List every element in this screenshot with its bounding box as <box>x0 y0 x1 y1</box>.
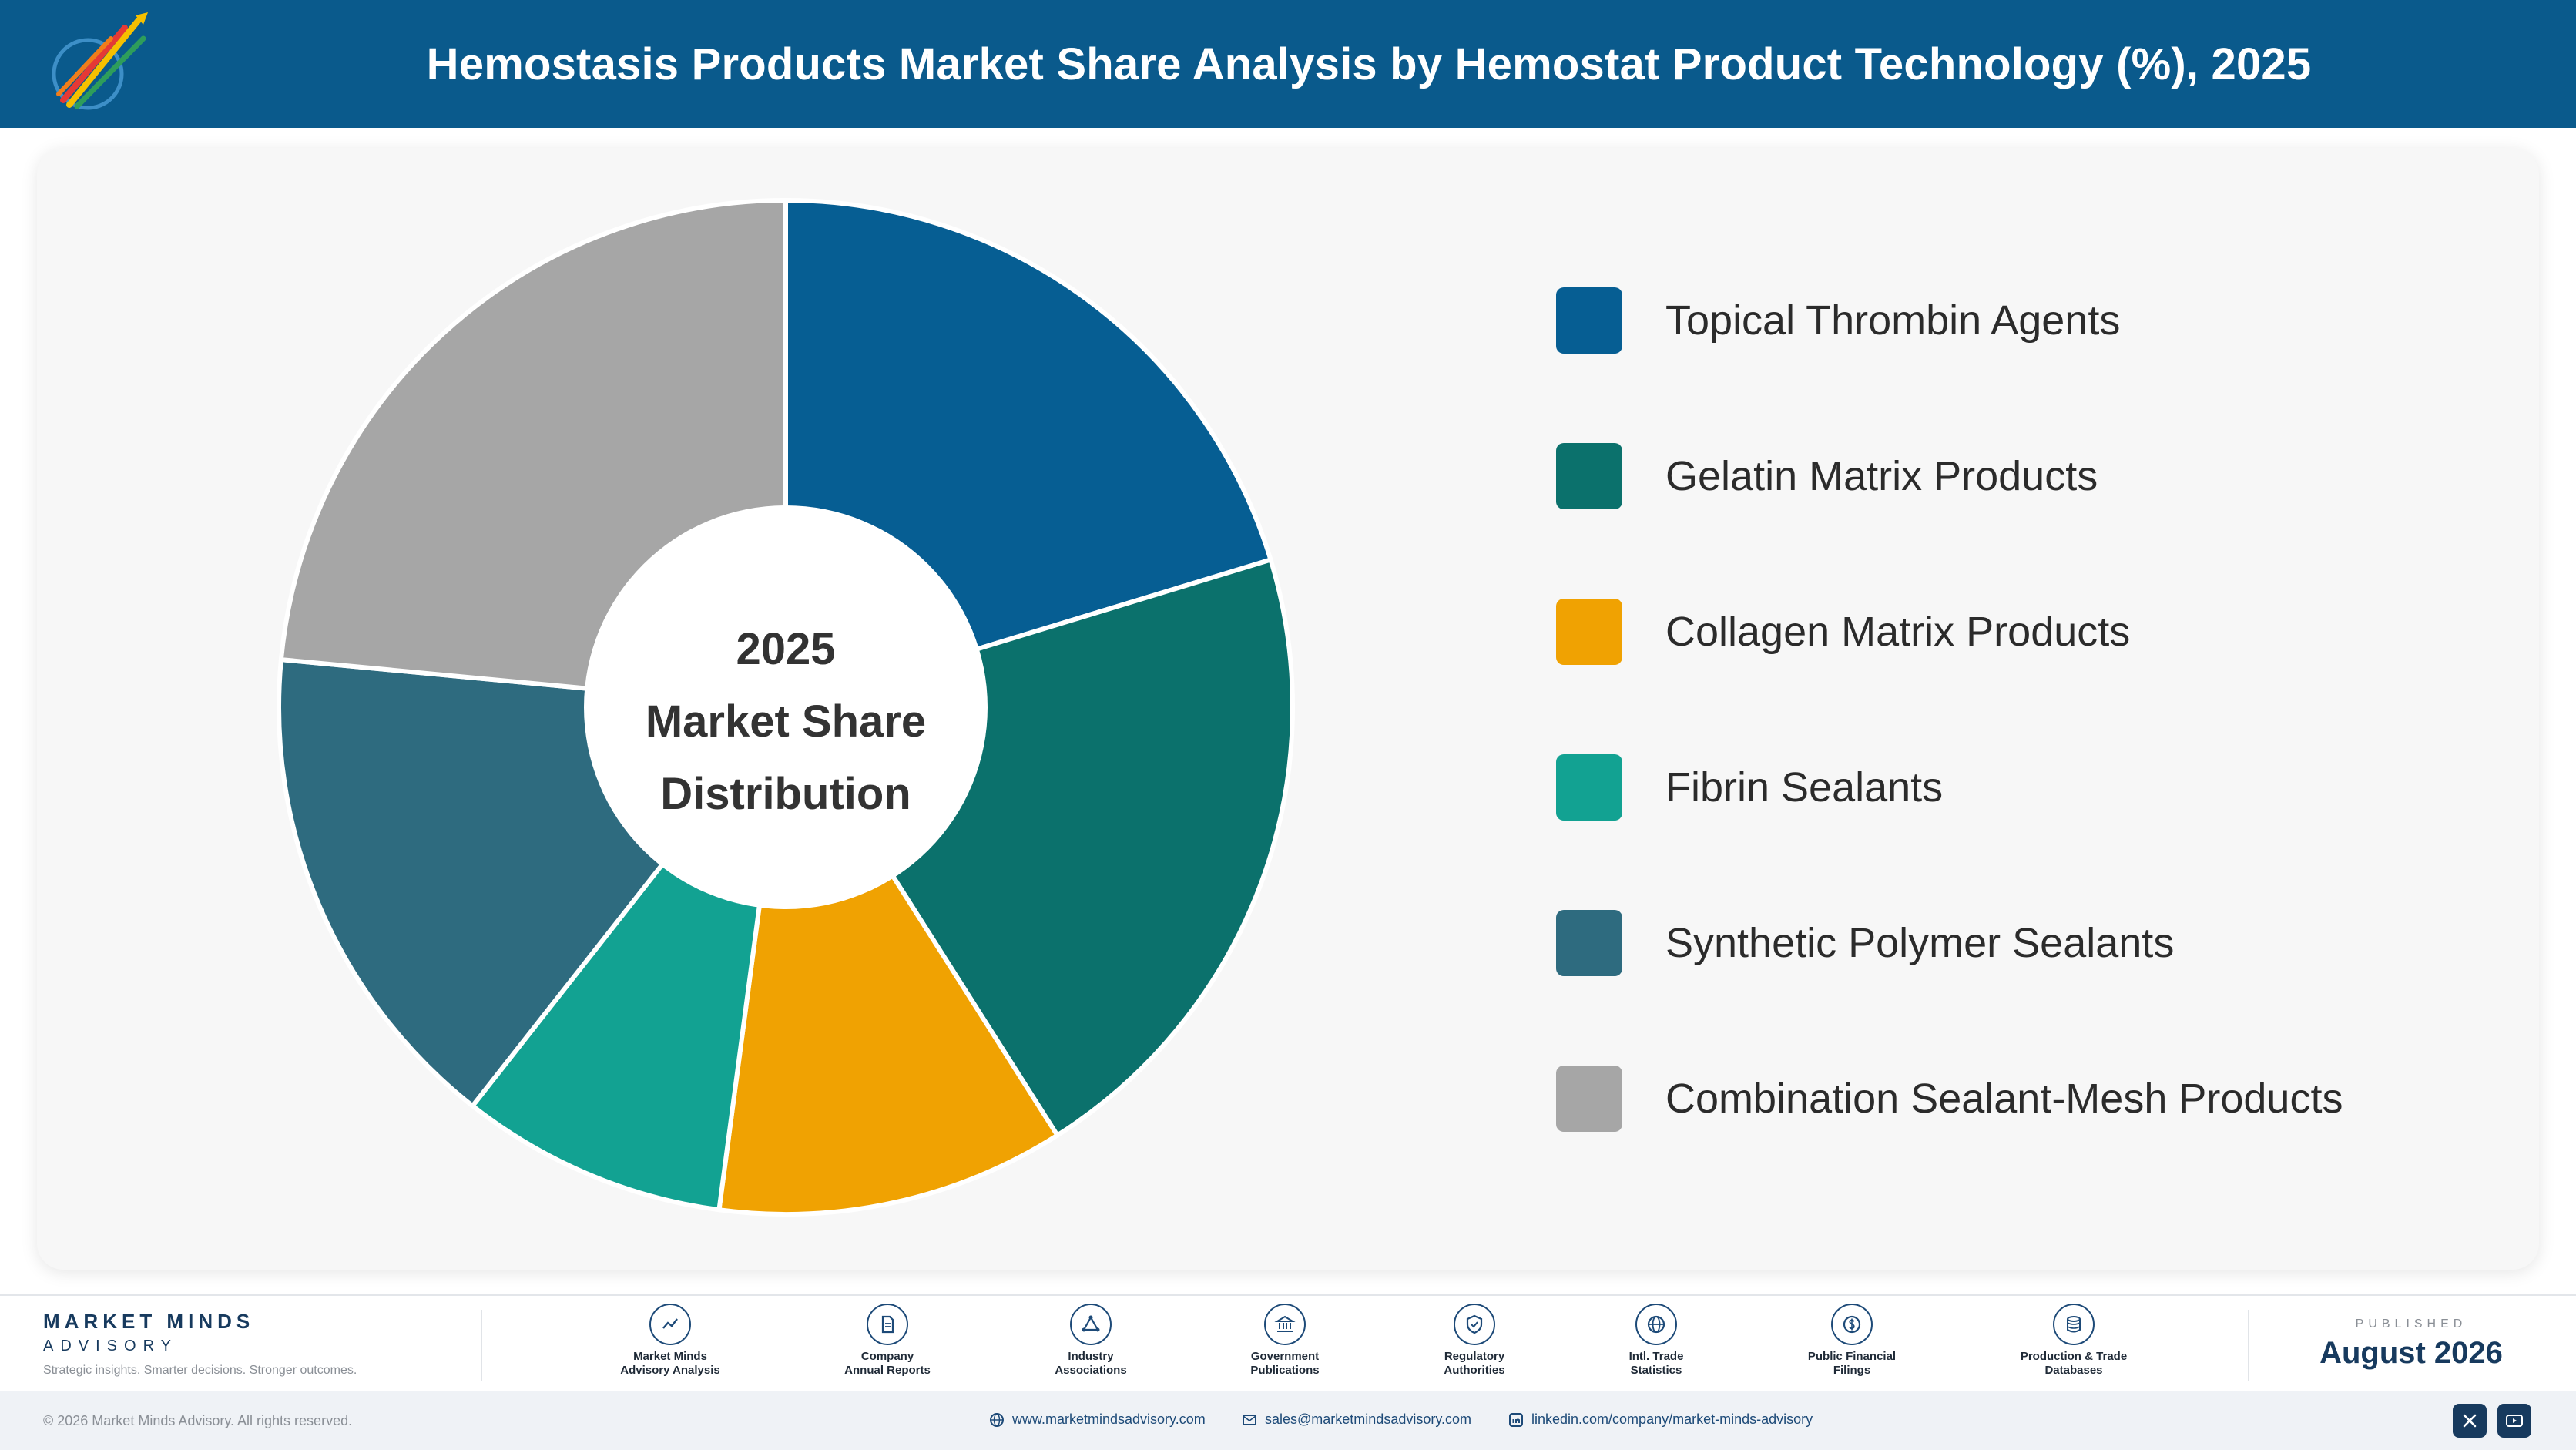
source-label: Government Publications <box>1250 1350 1320 1377</box>
source-item: Industry Associations <box>1014 1304 1168 1378</box>
brand-subtitle: ADVISORY <box>43 1338 178 1354</box>
page-title: Hemostasis Products Market Share Analysi… <box>426 39 2312 89</box>
chart-line-icon <box>649 1304 691 1345</box>
legend-label: Synthetic Polymer Sealants <box>1665 920 2175 966</box>
source-item: Intl. Trade Statistics <box>1579 1304 1733 1378</box>
legend-label: Combination Sealant-Mesh Products <box>1665 1076 2343 1122</box>
donut-chart: 2025 Market Share Distribution <box>279 200 1293 1214</box>
email-link[interactable]: sales@marketmindsadvisory.com <box>1242 1411 1471 1428</box>
linkedin-icon <box>1509 1412 1523 1427</box>
legend-swatch <box>1556 443 1622 509</box>
linkedin-link[interactable]: linkedin.com/company/market-minds-adviso… <box>1508 1411 1813 1428</box>
footer-divider <box>2248 1310 2249 1381</box>
legend-label: Topical Thrombin Agents <box>1665 297 2121 344</box>
globe-icon <box>1635 1304 1677 1345</box>
source-item: Production & Trade Databases <box>1997 1304 2151 1378</box>
center-label-line-2: Market Share <box>646 696 926 747</box>
website-link[interactable]: www.marketmindsadvisory.com <box>989 1411 1206 1428</box>
source-label: Intl. Trade Statistics <box>1628 1350 1684 1377</box>
header-bar: Hemostasis Products Market Share Analysi… <box>0 0 2576 128</box>
x-social-button[interactable] <box>2453 1404 2487 1438</box>
mail-icon <box>1243 1414 1256 1425</box>
bank-icon <box>1264 1304 1306 1345</box>
database-icon <box>2053 1304 2095 1345</box>
email-text: sales@marketmindsadvisory.com <box>1265 1411 1472 1427</box>
legend-label: Fibrin Sealants <box>1665 764 1944 811</box>
source-item: Government Publications <box>1208 1304 1362 1378</box>
website-text: www.marketmindsadvisory.com <box>1012 1411 1206 1427</box>
legend-swatch <box>1556 1066 1622 1132</box>
bottom-bar: © 2026 Market Minds Advisory. All rights… <box>0 1391 2576 1450</box>
copyright-text: © 2026 Market Minds Advisory. All rights… <box>43 1413 353 1428</box>
footer-divider <box>481 1310 482 1381</box>
published-date: August 2026 <box>2319 1336 2503 1370</box>
source-label: Regulatory Authorities <box>1444 1350 1505 1377</box>
legend-swatch <box>1556 910 1622 976</box>
dollar-icon <box>1831 1304 1873 1345</box>
source-item: Regulatory Authorities <box>1397 1304 1551 1378</box>
published-label: PUBLISHED <box>2355 1317 2467 1331</box>
legend-item[interactable]: Gelatin Matrix Products <box>1556 443 2098 509</box>
x-icon <box>2463 1414 2477 1428</box>
source-item: Company Annual Reports <box>810 1304 964 1378</box>
legend-label: Collagen Matrix Products <box>1665 609 2131 655</box>
document-icon <box>867 1304 908 1345</box>
brand-name: MARKET MINDS <box>43 1310 255 1333</box>
source-label: Production & Trade Databases <box>2020 1350 2128 1377</box>
legend-swatch <box>1556 287 1622 354</box>
linkedin-text: linkedin.com/company/market-minds-adviso… <box>1531 1411 1813 1427</box>
footer: MARKET MINDS ADVISORY Strategic insights… <box>0 1294 2576 1391</box>
legend-item[interactable]: Topical Thrombin Agents <box>1556 287 2120 354</box>
donut-hole <box>584 505 988 909</box>
center-label-year: 2025 <box>736 624 835 674</box>
company-logo-icon <box>52 12 148 110</box>
brand-tagline: Strategic insights. Smarter decisions. S… <box>43 1364 357 1377</box>
source-label: Public Financial Filings <box>1807 1350 1897 1377</box>
legend-label: Gelatin Matrix Products <box>1665 453 2098 499</box>
shield-check-icon <box>1454 1304 1495 1345</box>
source-label: Company Annual Reports <box>844 1350 931 1377</box>
network-icon <box>1070 1304 1112 1345</box>
youtube-social-button[interactable] <box>2497 1404 2531 1438</box>
legend-item[interactable]: Combination Sealant-Mesh Products <box>1556 1066 2343 1132</box>
source-label: Industry Associations <box>1055 1350 1127 1377</box>
legend-item[interactable]: Synthetic Polymer Sealants <box>1556 910 2174 976</box>
legend-item[interactable]: Collagen Matrix Products <box>1556 599 2130 665</box>
globe-icon <box>990 1412 1004 1427</box>
legend-swatch <box>1556 599 1622 665</box>
youtube-icon <box>2506 1415 2523 1427</box>
legend-item[interactable]: Fibrin Sealants <box>1556 754 1943 821</box>
source-item: Public Financial Filings <box>1775 1304 1929 1378</box>
center-label-line-3: Distribution <box>660 769 911 819</box>
source-label: Market Minds Advisory Analysis <box>620 1350 720 1377</box>
legend-swatch <box>1556 754 1622 821</box>
source-item: Market Minds Advisory Analysis <box>593 1304 747 1378</box>
